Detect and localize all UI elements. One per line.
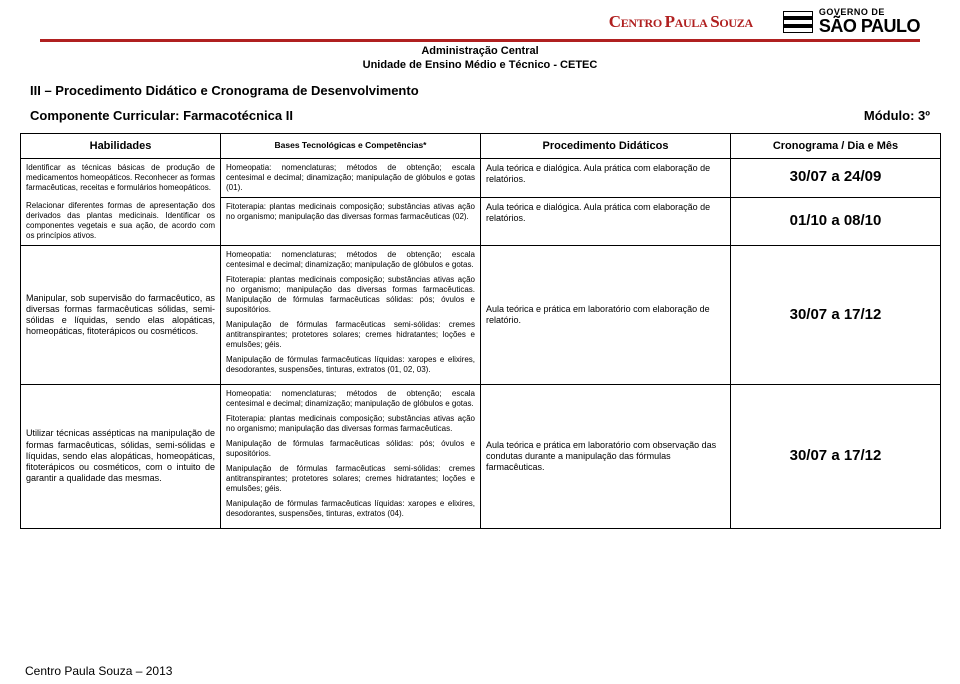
- table-row: Identificar as técnicas básicas de produ…: [21, 158, 941, 197]
- footer: Centro Paula Souza – 2013: [25, 664, 172, 678]
- logo-centro-paula-souza: CENTRO PAULA SOUZA: [609, 12, 753, 32]
- bas-p: Fitoterapia: plantas medicinais composiç…: [226, 275, 475, 315]
- table-row: Utilizar técnicas assépticas na manipula…: [21, 385, 941, 529]
- bas-p: Homeopatia: nomenclaturas; métodos de ob…: [226, 389, 475, 409]
- cell-hab: Relacionar diferentes formas de apresent…: [21, 197, 221, 246]
- cell-hab: Identificar as técnicas básicas de produ…: [21, 158, 221, 197]
- cell-proc: Aula teórica e prática em laboratório co…: [481, 385, 731, 529]
- admin-line2: Unidade de Ensino Médio e Técnico - CETE…: [0, 58, 960, 72]
- col-habilidades: Habilidades: [21, 133, 221, 158]
- bas-p: Manipulação de fórmulas farmacêuticas lí…: [226, 355, 475, 375]
- col-procedimento: Procedimento Didáticos: [481, 133, 731, 158]
- cell-cron: 30/07 a 24/09: [731, 158, 941, 197]
- bas-p: Fitoterapia: plantas medicinais composiç…: [226, 414, 475, 434]
- cell-proc: Aula teórica e dialógica. Aula prática c…: [481, 197, 731, 246]
- cell-hab: Manipular, sob supervisão do farmacêutic…: [21, 246, 221, 385]
- section-title: III – Procedimento Didático e Cronograma…: [0, 83, 960, 98]
- logos-row: CENTRO PAULA SOUZA GOVERNO DE SÃO PAULO: [0, 8, 960, 39]
- component-row: Componente Curricular: Farmacotécnica II…: [0, 108, 960, 123]
- cell-proc: Aula teórica e dialógica. Aula prática c…: [481, 158, 731, 197]
- page-header: CENTRO PAULA SOUZA GOVERNO DE SÃO PAULO …: [0, 0, 960, 73]
- component-label: Componente Curricular: Farmacotécnica II: [30, 108, 293, 123]
- cell-cron: 30/07 a 17/12: [731, 385, 941, 529]
- bas-p: Manipulação de fórmulas farmacêuticas se…: [226, 464, 475, 494]
- gov-line2: SÃO PAULO: [819, 17, 920, 35]
- table-row: Relacionar diferentes formas de apresent…: [21, 197, 941, 246]
- curriculum-table: Habilidades Bases Tecnológicas e Competê…: [20, 133, 941, 530]
- cell-cron: 01/10 a 08/10: [731, 197, 941, 246]
- flag-icon: [783, 11, 813, 33]
- cell-bas: Fitoterapia: plantas medicinais composiç…: [221, 197, 481, 246]
- bas-p: Manipulação de fórmulas farmacêuticas se…: [226, 320, 475, 350]
- table-header-row: Habilidades Bases Tecnológicas e Competê…: [21, 133, 941, 158]
- cell-bas: Homeopatia: nomenclaturas; métodos de ob…: [221, 158, 481, 197]
- bas-p: Manipulação de fórmulas farmacêuticas lí…: [226, 499, 475, 519]
- cell-bas: Homeopatia: nomenclaturas; métodos de ob…: [221, 246, 481, 385]
- cell-bas: Homeopatia: nomenclaturas; métodos de ob…: [221, 385, 481, 529]
- col-cronograma: Cronograma / Dia e Mês: [731, 133, 941, 158]
- table-row: Manipular, sob supervisão do farmacêutic…: [21, 246, 941, 385]
- logo-governo-sp: GOVERNO DE SÃO PAULO: [783, 8, 920, 35]
- red-divider: [40, 39, 920, 42]
- bas-p: Homeopatia: nomenclaturas; métodos de ob…: [226, 250, 475, 270]
- bas-p: Manipulação de fórmulas farmacêuticas só…: [226, 439, 475, 459]
- cell-proc: Aula teórica e prática em laboratório co…: [481, 246, 731, 385]
- cell-hab: Utilizar técnicas assépticas na manipula…: [21, 385, 221, 529]
- cell-cron: 30/07 a 17/12: [731, 246, 941, 385]
- admin-header: Administração Central Unidade de Ensino …: [0, 44, 960, 73]
- col-bases: Bases Tecnológicas e Competências*: [221, 133, 481, 158]
- admin-line1: Administração Central: [0, 44, 960, 58]
- module-label: Módulo: 3º: [864, 108, 930, 123]
